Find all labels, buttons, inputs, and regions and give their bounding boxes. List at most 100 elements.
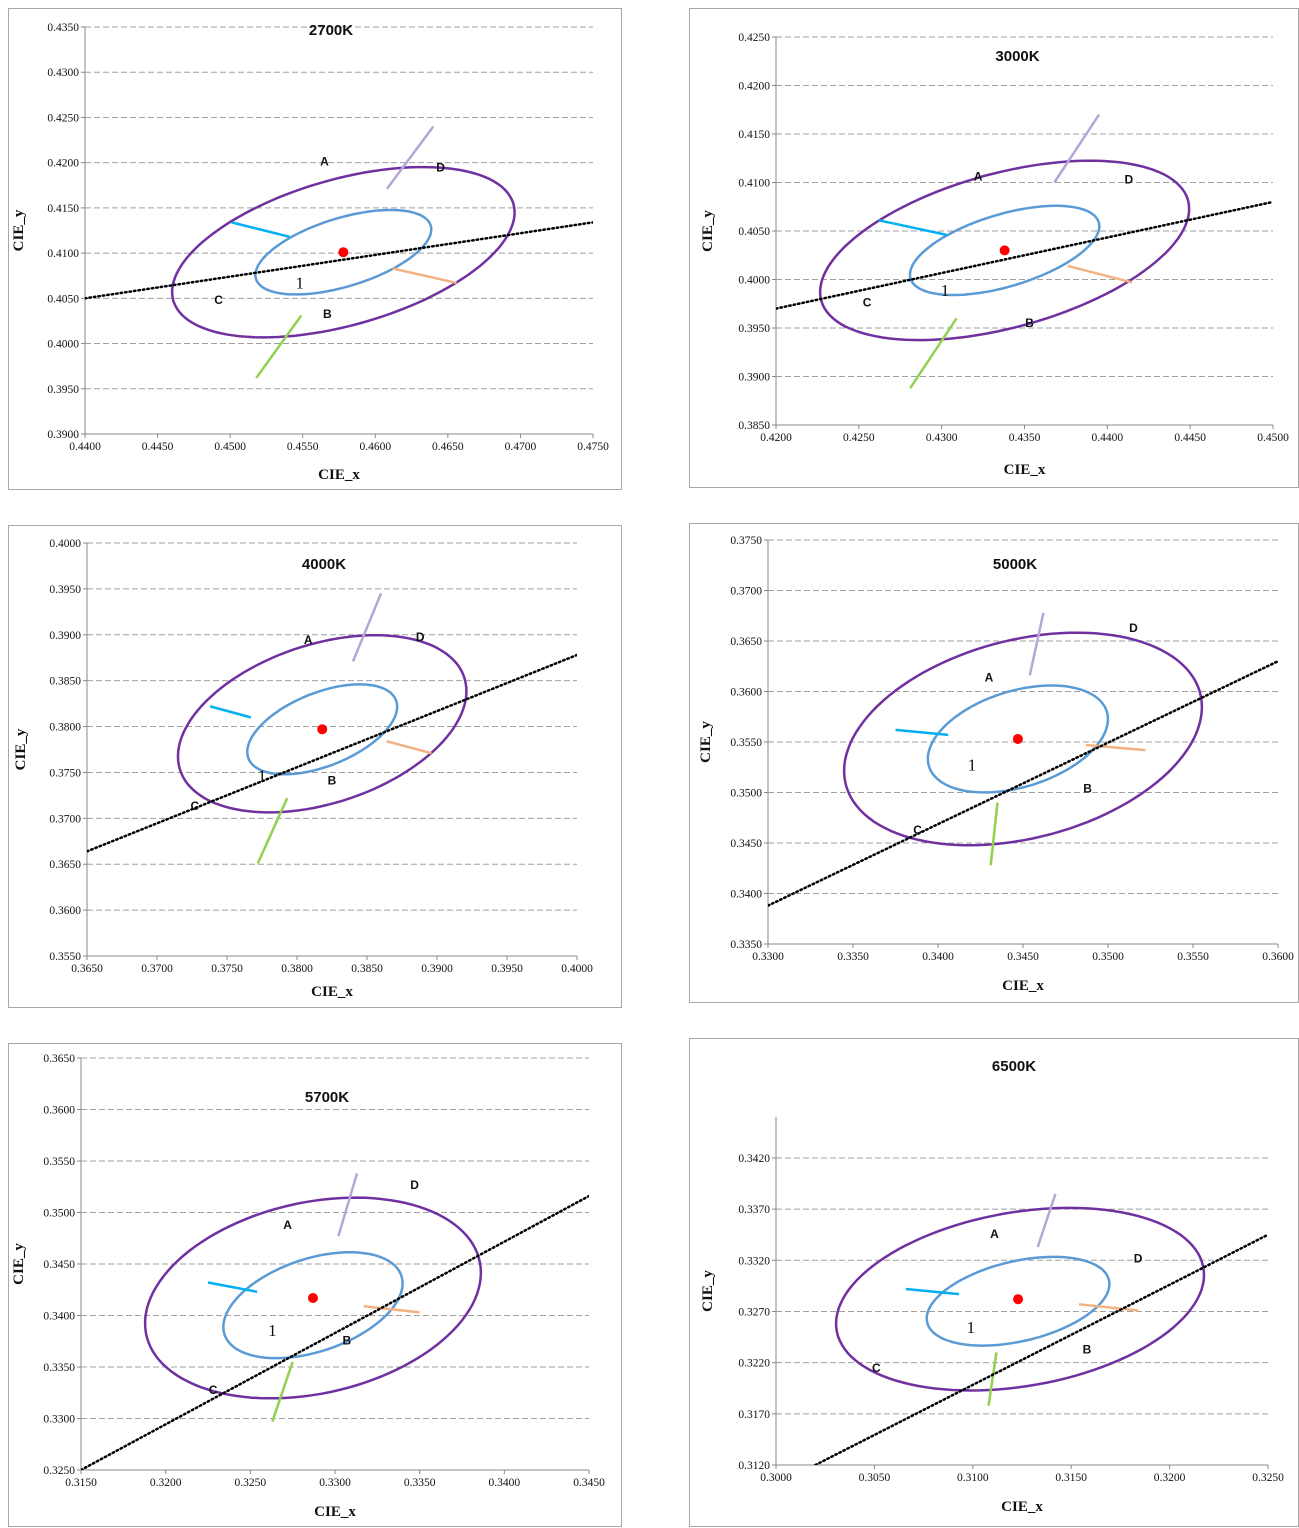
region-label: C	[863, 296, 872, 310]
x-tick-label: 0.3600	[1262, 951, 1294, 963]
planckian-line	[85, 221, 593, 300]
y-tick-label: 0.3900	[738, 372, 770, 384]
region-label: C	[872, 1361, 881, 1375]
x-tick-label: 0.3650	[71, 963, 103, 975]
x-tick-label: 0.4500	[1257, 432, 1289, 444]
x-tick-label: 0.3250	[235, 1477, 267, 1489]
outer-ellipse	[170, 165, 516, 339]
region-label: 1	[967, 1318, 976, 1337]
x-tick-label: 0.4000	[561, 963, 593, 975]
y-axis-title: CIE_y	[698, 721, 714, 763]
y-tick-label: 0.3850	[49, 676, 81, 688]
region-divider	[1053, 113, 1101, 184]
y-tick-label: 0.4200	[738, 81, 770, 93]
center-point	[999, 245, 1010, 256]
x-tick-label: 0.4750	[577, 441, 609, 453]
center-point	[1012, 733, 1023, 744]
y-tick-label: 0.4300	[47, 67, 79, 79]
x-tick-label: 0.4600	[359, 441, 391, 453]
y-tick-label: 0.3700	[730, 586, 762, 598]
y-tick-label: 0.3950	[49, 584, 81, 596]
region-label: B	[1025, 316, 1034, 330]
x-tick-label: 0.3150	[65, 1477, 97, 1489]
planckian-line	[776, 200, 1273, 310]
region-divider	[987, 1352, 998, 1406]
y-tick-label: 0.3700	[49, 813, 81, 825]
region-label: D	[1125, 172, 1134, 186]
region-label: A	[283, 1218, 292, 1232]
y-tick-label: 0.3900	[49, 630, 81, 642]
y-tick-label: 0.4100	[47, 248, 79, 260]
region-label: C	[214, 293, 223, 307]
inner-ellipse	[222, 1251, 404, 1360]
outer-ellipse	[818, 159, 1191, 342]
x-axis-title: CIE_x	[314, 1504, 356, 1520]
y-tick-label: 0.3600	[43, 1105, 75, 1117]
outer-ellipse	[143, 1196, 483, 1400]
y-axis-title: CIE_y	[11, 1243, 27, 1285]
inner-ellipse	[925, 1255, 1111, 1347]
x-tick-label: 0.3200	[1154, 1472, 1186, 1484]
chart-svg-4000k: 0.3550 0.3600 0.3650 0.3700 0.3750 0.3800 0.38…	[13, 538, 593, 1000]
x-axis-title: CIE_x	[318, 467, 360, 483]
y-tick-label: 0.3450	[43, 1259, 75, 1271]
chart-svg-5700k: 0.3250 0.3300 0.3350 0.3400 0.3450 0.3500 0.35…	[11, 1053, 605, 1520]
chart-panel-3000k: 0.3850 0.3900 0.3950 0.4000 0.4050 0.4100 0.41…	[689, 8, 1299, 488]
region-label: B	[1083, 1342, 1092, 1356]
region-label: 1	[258, 767, 267, 786]
x-tick-label: 0.3350	[837, 951, 869, 963]
region-divider	[1028, 612, 1045, 676]
x-tick-label: 0.3300	[319, 1477, 351, 1489]
inner-ellipse	[254, 208, 433, 296]
region-label: 1	[296, 273, 305, 292]
region-label: D	[1134, 1251, 1143, 1265]
y-tick-label: 0.3650	[43, 1053, 75, 1065]
x-tick-label: 0.3450	[573, 1477, 605, 1489]
y-tick-label: 0.3120	[738, 1460, 770, 1472]
plot-area	[776, 113, 1273, 389]
outer-ellipse	[176, 633, 468, 814]
x-tick-label: 0.3900	[421, 963, 453, 975]
y-tick-label: 0.4000	[47, 339, 79, 351]
plot-area	[768, 612, 1278, 907]
region-divider	[207, 1281, 258, 1294]
chart-title: 6500K	[992, 1058, 1036, 1075]
y-tick-label: 0.4350	[47, 22, 79, 34]
x-tick-label: 0.4450	[1174, 432, 1206, 444]
outer-ellipse	[834, 1206, 1206, 1392]
center-point	[338, 247, 349, 258]
x-tick-label: 0.3400	[489, 1477, 521, 1489]
chart-panel-2700k: 0.3900 0.3950 0.4000 0.4050 0.4100 0.4150 0.42…	[8, 8, 622, 490]
x-tick-label: 0.3000	[760, 1472, 792, 1484]
region-label: A	[985, 670, 994, 684]
x-tick-label: 0.3300	[752, 951, 784, 963]
region-divider	[1085, 743, 1146, 752]
chart-panel-6500k: 0.3120 0.3170 0.3220 0.3270 0.3320 0.3370 0.34…	[689, 1038, 1299, 1527]
region-divider	[895, 728, 949, 737]
region-divider	[337, 1173, 359, 1237]
region-label: B	[343, 1333, 352, 1347]
region-label: 1	[268, 1321, 277, 1340]
region-divider	[209, 705, 252, 719]
y-tick-label: 0.3900	[47, 429, 79, 441]
region-label: A	[304, 633, 313, 647]
plot-area	[85, 125, 593, 379]
region-divider	[256, 797, 289, 864]
plot-area	[814, 1193, 1268, 1465]
y-tick-label: 0.4250	[47, 112, 79, 124]
y-tick-label: 0.3650	[49, 859, 81, 871]
y-tick-label: 0.3420	[738, 1153, 770, 1165]
x-tick-label: 0.3750	[211, 963, 243, 975]
center-point	[1013, 1294, 1024, 1305]
y-tick-label: 0.3300	[43, 1414, 75, 1426]
chart-title: 5700K	[305, 1089, 349, 1106]
y-tick-label: 0.4050	[738, 226, 770, 238]
x-tick-label: 0.3450	[1007, 951, 1039, 963]
y-tick-label: 0.4250	[738, 32, 770, 44]
y-tick-label: 0.3170	[738, 1409, 770, 1421]
x-tick-label: 0.3100	[957, 1472, 989, 1484]
y-tick-label: 0.3270	[738, 1306, 770, 1318]
chart-panel-5000k: 0.3350 0.3400 0.3450 0.3500 0.3550 0.3600 0.36…	[689, 523, 1299, 1003]
y-tick-label: 0.3450	[730, 838, 762, 850]
y-tick-label: 0.3950	[47, 384, 79, 396]
